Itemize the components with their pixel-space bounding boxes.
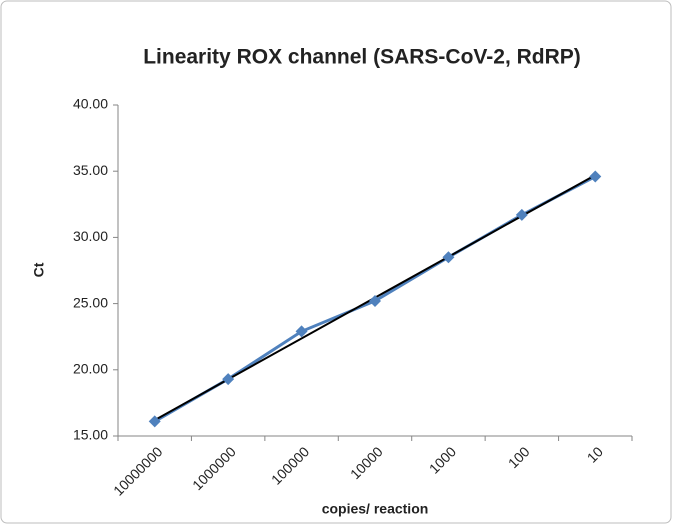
y-tick-label: 40.00 xyxy=(73,96,108,112)
y-tick-label: 20.00 xyxy=(73,361,108,377)
data-point xyxy=(442,251,455,264)
data-point xyxy=(148,415,161,428)
data-point xyxy=(515,208,528,221)
data-point xyxy=(222,373,235,386)
y-tick-label: 25.00 xyxy=(73,294,108,310)
y-axis-label: Ct xyxy=(31,262,47,277)
data-point xyxy=(369,294,381,307)
y-tick-label: 30.00 xyxy=(73,228,108,244)
data-point xyxy=(589,170,602,183)
y-tick-label: 15.00 xyxy=(73,427,108,443)
y-tick-label: 35.00 xyxy=(73,162,108,178)
chart-title: Linearity ROX channel (SARS-CoV-2, RdRP) xyxy=(143,46,581,69)
data-point xyxy=(295,325,308,338)
x-axis-label: copies/ reaction xyxy=(322,501,429,517)
